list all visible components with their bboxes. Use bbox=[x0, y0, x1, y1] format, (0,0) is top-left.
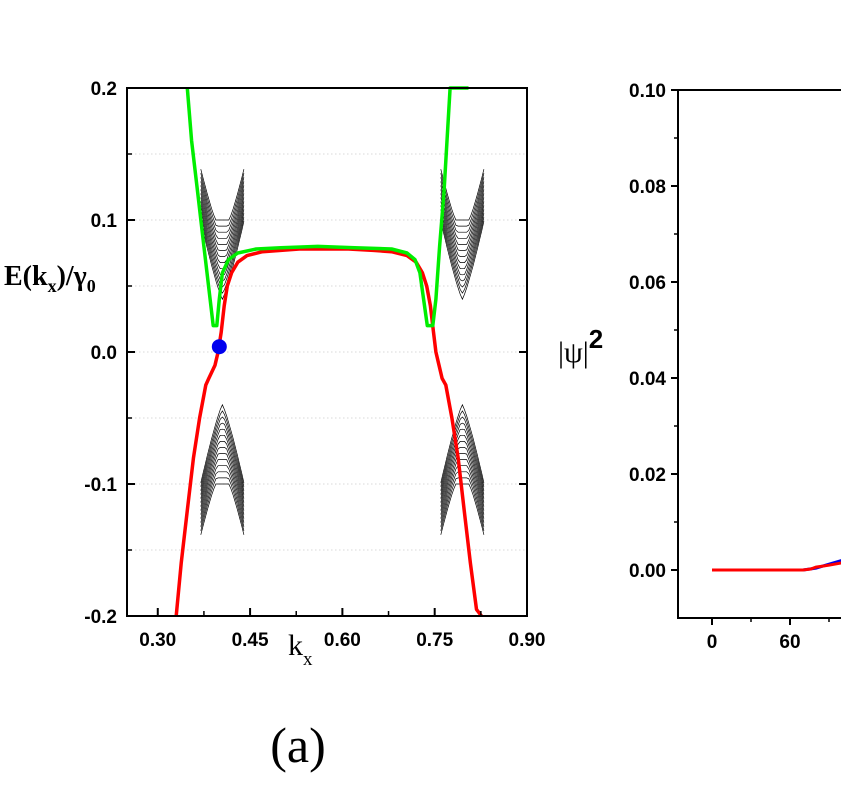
x-tick-label: 0.90 bbox=[509, 630, 546, 651]
bulk-band-line bbox=[440, 197, 485, 263]
bulk-band-line bbox=[440, 177, 485, 233]
bulk-band-line bbox=[200, 471, 245, 527]
bulk-band-line bbox=[440, 459, 485, 519]
x-tick-label: 0.45 bbox=[232, 630, 269, 651]
bulk-band-line bbox=[440, 453, 485, 515]
bulk-band-line bbox=[200, 465, 245, 523]
bulk-band-line bbox=[440, 428, 485, 499]
bulk-band-line bbox=[440, 189, 485, 251]
bulk-band-line bbox=[440, 447, 485, 511]
state-marker bbox=[211, 339, 227, 355]
bulk-band-line bbox=[200, 441, 245, 507]
bulk-band-line bbox=[200, 403, 245, 483]
y-tick-label: -0.2 bbox=[84, 607, 117, 628]
bulk-band-line bbox=[440, 471, 485, 527]
y-tick-label: 0.10 bbox=[629, 81, 666, 102]
bulk-band-line bbox=[440, 465, 485, 523]
y-axis-title-a: E(kx)/γ0 bbox=[4, 261, 96, 296]
bulk-band-line bbox=[440, 201, 485, 270]
axis-ticks-b: 0.10 0.08 0.06 0.04 0.02 0.00 0 60 bbox=[629, 81, 830, 653]
y-tick-label: 0.0 bbox=[91, 343, 117, 364]
bulk-band-line bbox=[200, 416, 245, 491]
bulk-band-line bbox=[200, 173, 245, 227]
y-tick-label: 0.00 bbox=[629, 561, 666, 582]
x-tick-label: 0.75 bbox=[416, 630, 453, 651]
bulk-band-line bbox=[440, 169, 485, 221]
bulk-band-line bbox=[440, 217, 485, 294]
bulk-band-line bbox=[440, 221, 485, 301]
bulk-band-line bbox=[440, 410, 485, 487]
bulk-band-line bbox=[440, 213, 485, 288]
x-tick-label: 0.30 bbox=[139, 630, 176, 651]
bulk-band-line bbox=[200, 453, 245, 515]
plot-frame-b bbox=[677, 89, 841, 619]
bulk-band-line bbox=[200, 197, 245, 263]
bulk-band-line bbox=[200, 177, 245, 233]
bulk-band-line bbox=[440, 193, 485, 257]
bulk-band-line bbox=[440, 185, 485, 245]
bulk-band-line bbox=[440, 403, 485, 483]
bulk-band-line bbox=[200, 477, 245, 531]
bulk-band-line bbox=[200, 434, 245, 503]
y-tick-label: -0.1 bbox=[84, 475, 117, 496]
x-tick-label: 0 bbox=[707, 632, 718, 653]
bulk-band-line bbox=[200, 181, 245, 239]
y-tick-label: 0.02 bbox=[629, 465, 666, 486]
wavefunction-line-1 bbox=[712, 561, 841, 572]
bulk-band-line bbox=[440, 173, 485, 227]
bulk-band-line bbox=[440, 434, 485, 503]
bulk-band-line bbox=[440, 209, 485, 282]
y-tick-label: 0.06 bbox=[629, 273, 666, 294]
bulk-band-line bbox=[200, 428, 245, 499]
panel-b-wavefunction: 0.10 0.08 0.06 0.04 0.02 0.00 0 60 |ψ|2 bbox=[558, 81, 841, 653]
panel-a-band-structure: 0.2 0.1 0.0 -0.1 -0.2 0.30 0.45 0.60 0.75 0.90 E(… bbox=[4, 79, 545, 773]
grid-lines bbox=[127, 153, 527, 551]
bulk-band-line bbox=[200, 447, 245, 511]
bulk-band-line bbox=[200, 410, 245, 487]
y-tick-label: 0.04 bbox=[629, 369, 666, 390]
bulk-band-line bbox=[440, 441, 485, 507]
bulk-band-line bbox=[200, 185, 245, 245]
y-axis-title-b: |ψ|2 bbox=[558, 324, 603, 369]
panel-label-a: (a) bbox=[270, 717, 326, 773]
bulk-band-line bbox=[440, 416, 485, 491]
axis-ticks-a: 0.2 0.1 0.0 -0.1 -0.2 0.30 0.45 0.60 0.75 0.90 bbox=[84, 79, 545, 651]
bulk-band-line bbox=[200, 221, 245, 301]
x-tick-label: 60 bbox=[779, 632, 800, 653]
y-tick-label: 0.2 bbox=[91, 79, 117, 100]
y-tick-label: 0.1 bbox=[91, 211, 118, 232]
edge-state-series bbox=[174, 86, 483, 618]
bulk-band-line bbox=[200, 217, 245, 294]
series-line-0 bbox=[174, 247, 483, 618]
x-axis-title-a: kx bbox=[288, 629, 313, 670]
series-line-1 bbox=[185, 86, 469, 328]
wavefunction-series bbox=[712, 559, 841, 572]
bulk-band-line bbox=[200, 193, 245, 257]
bulk-band-line bbox=[440, 477, 485, 531]
bulk-band-line bbox=[440, 205, 485, 276]
bulk-band-line bbox=[200, 189, 245, 251]
bulk-band-line bbox=[200, 483, 245, 535]
x-tick-label: 0.60 bbox=[324, 630, 361, 651]
bulk-band-line bbox=[440, 422, 485, 495]
bulk-band-line bbox=[200, 169, 245, 221]
bulk-band-line bbox=[200, 422, 245, 495]
y-tick-label: 0.08 bbox=[629, 177, 666, 198]
bulk-band-line bbox=[200, 459, 245, 519]
bulk-band-line bbox=[440, 181, 485, 239]
